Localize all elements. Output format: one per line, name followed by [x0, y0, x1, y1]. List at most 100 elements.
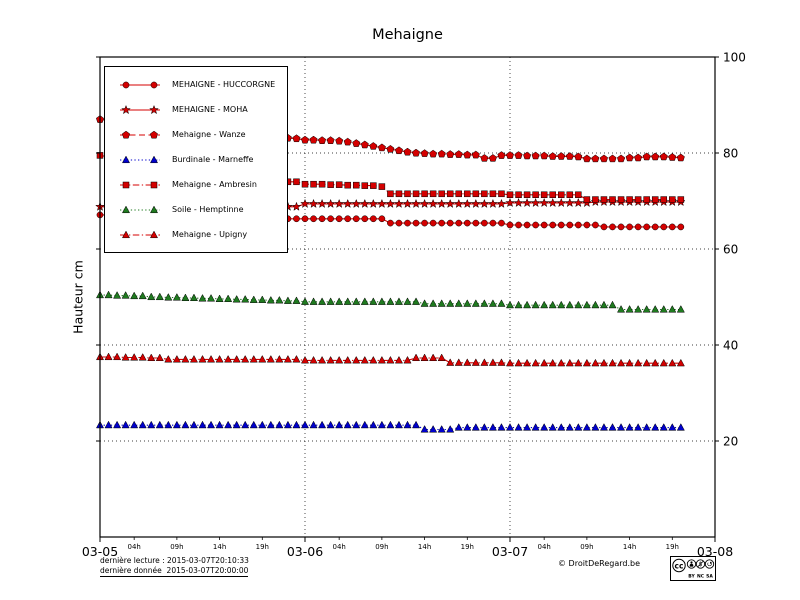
- triangle-marker: [651, 305, 660, 313]
- triangle-marker: [352, 297, 361, 305]
- star-marker: [573, 197, 584, 208]
- svg-text:↺: ↺: [707, 561, 713, 569]
- triangle-marker: [505, 358, 515, 367]
- triangle-marker: [352, 420, 361, 429]
- square-marker: [310, 180, 317, 188]
- star-marker: [505, 197, 515, 208]
- legend-sample: [120, 81, 160, 88]
- triangle-marker: [224, 294, 233, 302]
- triangle-marker: [189, 354, 198, 363]
- triangle-marker: [454, 358, 463, 366]
- circle-marker: [421, 219, 428, 227]
- x-minor-tick-label: 04h: [332, 543, 345, 551]
- triangle-marker: [668, 305, 677, 313]
- triangle-marker: [514, 358, 523, 367]
- x-minor-tick-label: 09h: [580, 543, 593, 551]
- triangle-marker: [642, 358, 651, 367]
- nc-icon: $: [695, 559, 706, 569]
- triangle-marker: [343, 420, 352, 429]
- legend-label: Mehaigne - Upigny: [172, 230, 248, 239]
- pentagon-marker: [335, 136, 344, 145]
- square-marker: [669, 196, 676, 203]
- square-marker: [335, 181, 343, 188]
- triangle-marker: [403, 355, 412, 364]
- pentagon-marker: [480, 154, 489, 162]
- square-marker: [464, 190, 471, 198]
- pentagon-marker: [326, 136, 335, 144]
- circle-marker: [489, 219, 497, 227]
- cc-logo-text: cc: [675, 561, 684, 570]
- triangle-marker: [454, 423, 463, 431]
- triangle-marker: [471, 358, 480, 366]
- circle-marker: [378, 215, 386, 223]
- triangle-marker: [335, 355, 344, 364]
- pentagon-marker: [369, 142, 378, 150]
- triangle-marker: [147, 353, 156, 362]
- pentagon-marker: [565, 152, 574, 160]
- cc-logo-icon: cc: [672, 558, 686, 573]
- pentagon-marker: [343, 137, 352, 146]
- square-marker: [540, 191, 548, 199]
- x-major-tick-label: 03-08: [697, 544, 733, 559]
- triangle-marker: [249, 420, 258, 429]
- series-mehaigne-upigny: [95, 352, 685, 367]
- square-marker: [634, 196, 642, 203]
- triangle-marker: [121, 420, 130, 429]
- triangle-marker: [676, 423, 685, 431]
- pentagon-marker: [634, 153, 643, 162]
- star-marker: [121, 104, 131, 114]
- circle-marker: [498, 219, 505, 227]
- pentagon-marker: [557, 152, 566, 160]
- square-marker: [421, 190, 428, 198]
- triangle-marker: [531, 300, 540, 309]
- square-marker: [429, 190, 437, 198]
- star-marker: [351, 198, 362, 208]
- series-soile-hemptinne: [95, 290, 685, 313]
- circle-marker: [395, 219, 403, 227]
- triangle-marker: [608, 423, 617, 431]
- triangle-marker: [232, 354, 241, 363]
- circle-marker: [515, 221, 522, 229]
- triangle-marker: [130, 353, 139, 361]
- triangle-marker: [625, 423, 634, 431]
- pentagon-marker: [582, 154, 591, 163]
- pentagon-marker: [463, 150, 472, 159]
- triangle-marker: [283, 420, 292, 429]
- triangle-marker: [659, 358, 668, 367]
- cc-license-badge[interactable]: cc $ ↺ BY NC SA: [670, 556, 716, 581]
- triangle-marker: [121, 291, 130, 299]
- square-marker: [651, 196, 659, 203]
- circle-marker: [668, 223, 676, 231]
- square-marker: [592, 196, 599, 203]
- square-marker: [438, 190, 445, 198]
- triangle-marker: [181, 420, 190, 429]
- triangle-marker: [420, 353, 429, 362]
- circle-marker: [122, 81, 130, 88]
- y-tick-label: 80: [723, 147, 738, 161]
- circle-marker: [583, 221, 591, 229]
- triangle-marker: [104, 420, 113, 429]
- triangle-marker: [617, 358, 626, 367]
- triangle-marker: [300, 355, 310, 364]
- triangle-marker: [113, 352, 122, 361]
- circle-marker: [557, 221, 565, 229]
- circle-marker: [293, 215, 300, 223]
- x-minor-tick-label: 04h: [537, 543, 550, 551]
- triangle-marker: [164, 293, 173, 301]
- triangle-marker: [488, 358, 497, 366]
- legend-sample: [120, 104, 160, 114]
- triangle-marker: [369, 297, 378, 305]
- triangle-marker: [437, 299, 446, 307]
- legend: MEHAIGNE - HUCCORGNE MEHAIGNE - MOHA Mehai…: [104, 66, 289, 253]
- triangle-marker: [232, 420, 241, 429]
- circle-marker: [463, 219, 471, 227]
- triangle-marker: [591, 358, 600, 367]
- square-marker: [472, 190, 480, 198]
- triangle-marker: [394, 355, 403, 364]
- circle-marker: [429, 219, 437, 227]
- triangle-marker: [480, 299, 489, 307]
- triangle-marker: [642, 423, 651, 431]
- triangle-marker: [386, 420, 395, 429]
- x-minor-tick-label: 19h: [256, 543, 269, 551]
- triangle-marker: [149, 155, 159, 163]
